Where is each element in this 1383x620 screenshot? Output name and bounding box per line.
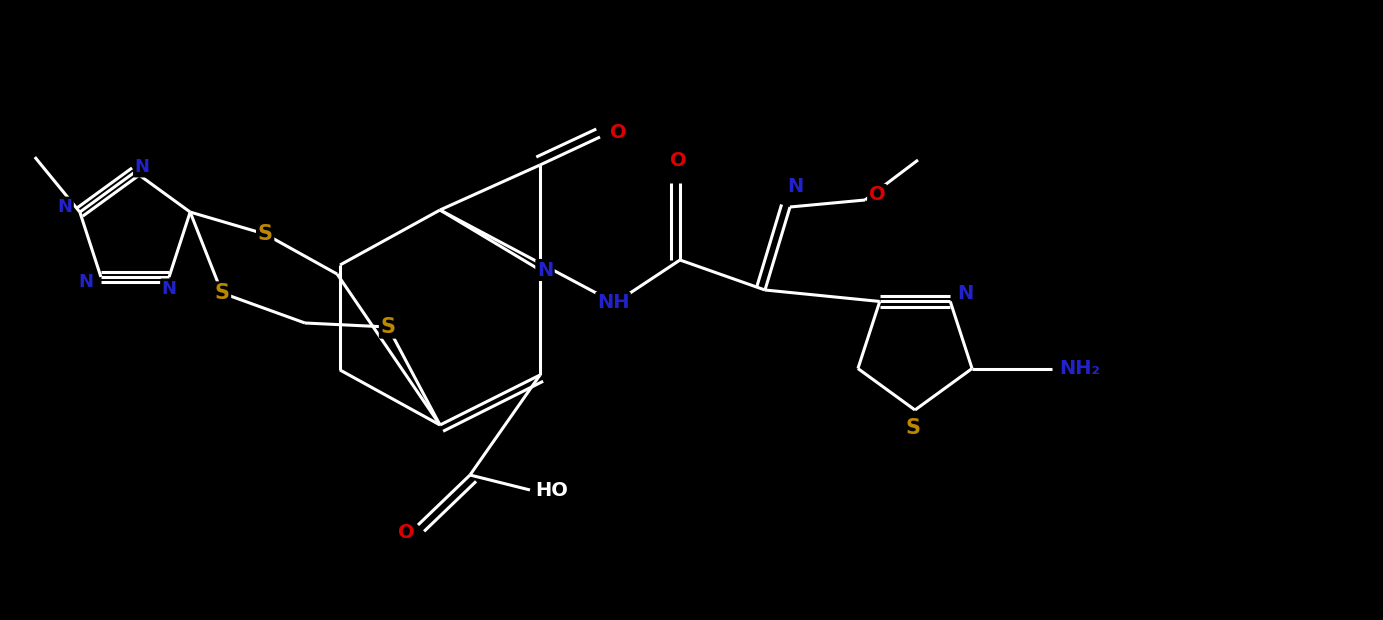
Text: O: O xyxy=(869,185,885,205)
Text: N: N xyxy=(57,198,72,216)
Text: S: S xyxy=(380,317,396,337)
Text: S: S xyxy=(214,283,230,303)
Text: N: N xyxy=(537,260,553,280)
Text: O: O xyxy=(610,123,626,143)
Text: NH₂: NH₂ xyxy=(1059,359,1101,378)
Text: S: S xyxy=(906,418,921,438)
Text: N: N xyxy=(162,280,177,298)
Text: N: N xyxy=(787,177,804,197)
Text: HO: HO xyxy=(535,480,568,500)
Text: N: N xyxy=(134,158,149,176)
Text: S: S xyxy=(257,224,272,244)
Text: N: N xyxy=(957,284,974,303)
Text: O: O xyxy=(398,523,415,542)
Text: O: O xyxy=(669,151,686,171)
Text: NH: NH xyxy=(596,293,629,312)
Text: N: N xyxy=(79,273,94,291)
